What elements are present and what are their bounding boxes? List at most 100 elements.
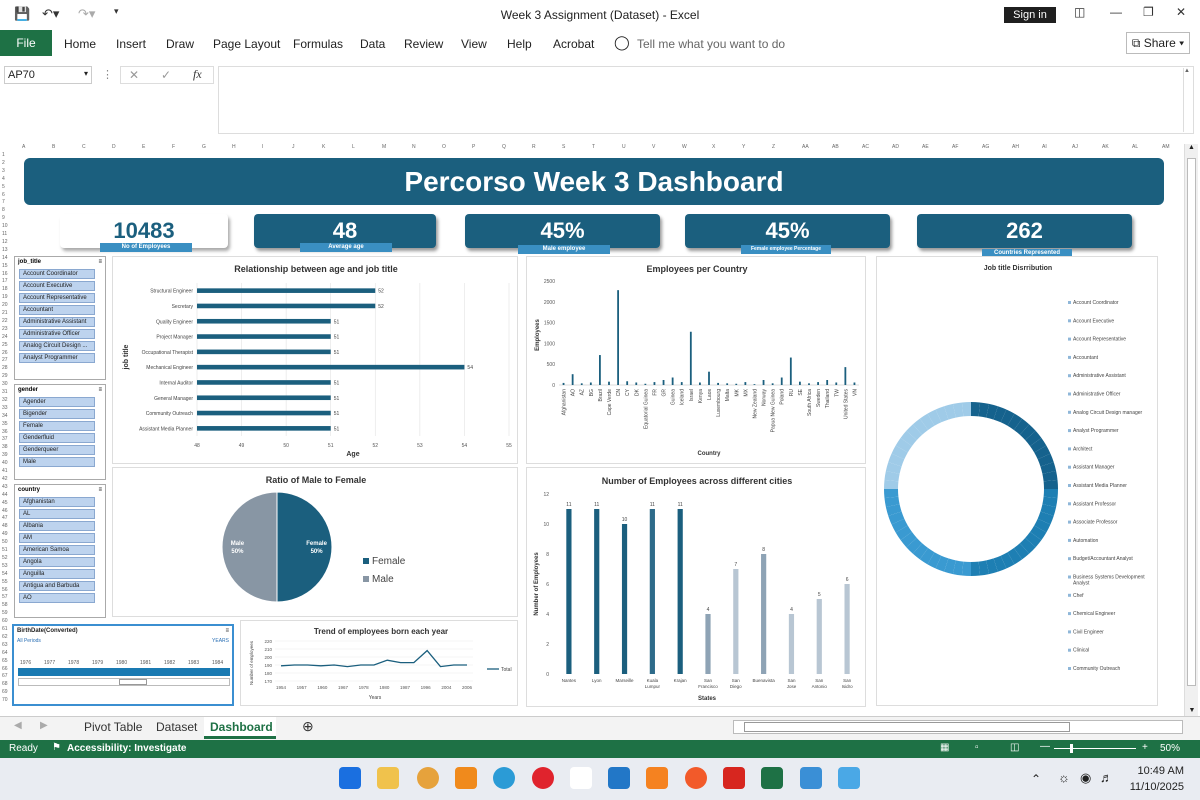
column-header[interactable]: J — [292, 144, 295, 150]
timeline-birthdate[interactable]: BirthDate(Converted) ≡ All Periods YEARS 1… — [12, 624, 234, 706]
row-header[interactable]: 58 — [2, 602, 8, 609]
row-header[interactable]: 37 — [2, 436, 8, 443]
tab-pivot-table[interactable]: Pivot Table — [84, 720, 143, 734]
close-icon[interactable]: ✕ — [1176, 5, 1187, 19]
slicer-item[interactable]: AM — [19, 533, 95, 543]
column-header[interactable]: Q — [502, 144, 506, 150]
row-header[interactable]: 62 — [2, 633, 8, 640]
column-header[interactable]: U — [622, 144, 626, 150]
slicer-item[interactable]: Agender — [19, 397, 95, 407]
filter-icon[interactable]: ≡ — [98, 487, 102, 493]
column-header[interactable]: AM — [1162, 144, 1170, 150]
row-header[interactable]: 51 — [2, 547, 8, 553]
slicer-item[interactable]: Administrative Officer — [19, 329, 95, 339]
timeline-bar[interactable] — [18, 668, 230, 676]
kpi-female[interactable]: 45% — [685, 214, 890, 248]
row-header[interactable]: 56 — [2, 586, 8, 593]
clock-date[interactable]: 11/10/2025 — [1129, 781, 1184, 793]
kpi-male[interactable]: 45% — [465, 214, 660, 248]
tab-view[interactable]: View — [461, 37, 487, 51]
excel-icon[interactable] — [761, 767, 783, 789]
row-header[interactable]: 31 — [2, 389, 8, 395]
timeline-year[interactable]: 1981 — [140, 660, 152, 666]
kpi-average-age[interactable]: 48 — [254, 214, 436, 248]
xampp-icon[interactable] — [646, 767, 668, 789]
slicer-item[interactable]: Afghanistan — [19, 497, 95, 507]
tab-insert[interactable]: Insert — [116, 37, 147, 51]
chrome-icon[interactable] — [417, 767, 439, 789]
column-header[interactable]: G — [202, 144, 206, 150]
row-header[interactable]: 63 — [2, 641, 8, 648]
row-header[interactable]: 22 — [2, 317, 8, 324]
slicer-item[interactable]: AL — [19, 509, 95, 519]
row-header[interactable]: 42 — [2, 475, 8, 482]
column-header[interactable]: D — [112, 144, 116, 150]
slicer-item[interactable]: Analog Circuit Design ... — [19, 341, 95, 351]
timeline-year[interactable]: 1980 — [116, 660, 128, 666]
notepad-icon[interactable] — [838, 767, 860, 789]
figma-icon[interactable] — [570, 767, 592, 789]
row-header[interactable]: 61 — [2, 626, 8, 632]
row-header[interactable]: 53 — [2, 562, 8, 569]
tab-scroll-left-icon[interactable]: ◀ — [14, 720, 22, 731]
slicer-item[interactable]: Account Representative — [19, 293, 95, 303]
birth-trend-chart[interactable]: Trend of employees born each year 170 180 1… — [240, 620, 518, 706]
column-header[interactable]: AL — [1132, 144, 1139, 150]
minimize-icon[interactable]: — — [1110, 5, 1122, 19]
slicer-item[interactable]: Account Executive — [19, 281, 95, 291]
vertical-scrollbar[interactable]: ▲ ▼ — [1184, 144, 1198, 716]
column-header[interactable]: AE — [922, 144, 929, 150]
row-header[interactable]: 64 — [2, 649, 8, 656]
column-header[interactable]: H — [232, 144, 236, 150]
row-header[interactable]: 46 — [2, 507, 8, 514]
zoom-slider[interactable] — [1054, 748, 1136, 749]
column-header[interactable]: AI — [1042, 144, 1047, 150]
accessibility-status[interactable]: Accessibility: Investigate — [67, 743, 187, 754]
row-header[interactable]: 6 — [2, 191, 5, 198]
row-header[interactable]: 17 — [2, 278, 8, 285]
filter-icon[interactable]: ≡ — [225, 628, 229, 634]
job-title-donut-chart[interactable]: Job title Disrribution Account Coordinato… — [876, 256, 1158, 706]
file-explorer-icon[interactable] — [377, 767, 399, 789]
tell-me-search[interactable]: Tell me what you want to do — [637, 37, 786, 51]
row-header[interactable]: 16 — [2, 270, 8, 277]
page-break-view-icon[interactable]: ◫ — [1010, 742, 1020, 753]
row-header[interactable]: 49 — [2, 531, 8, 538]
volume-icon[interactable]: ♬ — [1100, 770, 1113, 785]
row-header[interactable]: 65 — [2, 657, 8, 664]
timeline-year[interactable]: 1979 — [92, 660, 104, 666]
chevron-up-icon[interactable]: ⌃ — [1031, 772, 1042, 786]
timeline-year[interactable]: 1978 — [68, 660, 80, 666]
language-icon[interactable]: ☼ — [1058, 770, 1070, 785]
row-header[interactable]: 7 — [2, 199, 5, 206]
column-header[interactable]: AC — [862, 144, 869, 150]
wifi-icon[interactable]: ◉ — [1080, 770, 1092, 785]
employees-cities-chart[interactable]: Number of Employees across different cit… — [526, 467, 866, 707]
scroll-thumb[interactable] — [1187, 158, 1196, 686]
row-header[interactable]: 12 — [2, 238, 8, 245]
column-header[interactable]: Y — [742, 144, 746, 150]
row-header[interactable]: 32 — [2, 396, 8, 403]
column-header[interactable]: E — [142, 144, 146, 150]
slicer-item[interactable]: Analyst Programmer — [19, 353, 95, 363]
tab-home[interactable]: Home — [64, 37, 97, 51]
row-header[interactable]: 43 — [2, 483, 8, 490]
hscroll-thumb[interactable] — [744, 722, 1070, 732]
column-header[interactable]: AF — [952, 144, 959, 150]
row-header[interactable]: 15 — [2, 262, 8, 269]
filter-icon[interactable]: ≡ — [98, 259, 102, 265]
row-header[interactable]: 35 — [2, 420, 8, 427]
row-header[interactable]: 67 — [2, 673, 8, 680]
row-header[interactable]: 50 — [2, 539, 8, 546]
column-header[interactable]: AD — [892, 144, 899, 150]
tab-data[interactable]: Data — [360, 37, 386, 51]
slicer-item[interactable]: AO — [19, 593, 95, 603]
save-icon[interactable]: 💾 — [14, 6, 31, 21]
kpi-employees[interactable]: 10483 — [60, 214, 228, 248]
row-header[interactable]: 21 — [2, 310, 8, 316]
slicer-item[interactable]: Bigender — [19, 409, 95, 419]
row-header[interactable]: 18 — [2, 286, 8, 293]
column-header[interactable]: M — [382, 144, 387, 150]
tab-review[interactable]: Review — [404, 37, 444, 51]
slicer-item[interactable]: American Samoa — [19, 545, 95, 555]
